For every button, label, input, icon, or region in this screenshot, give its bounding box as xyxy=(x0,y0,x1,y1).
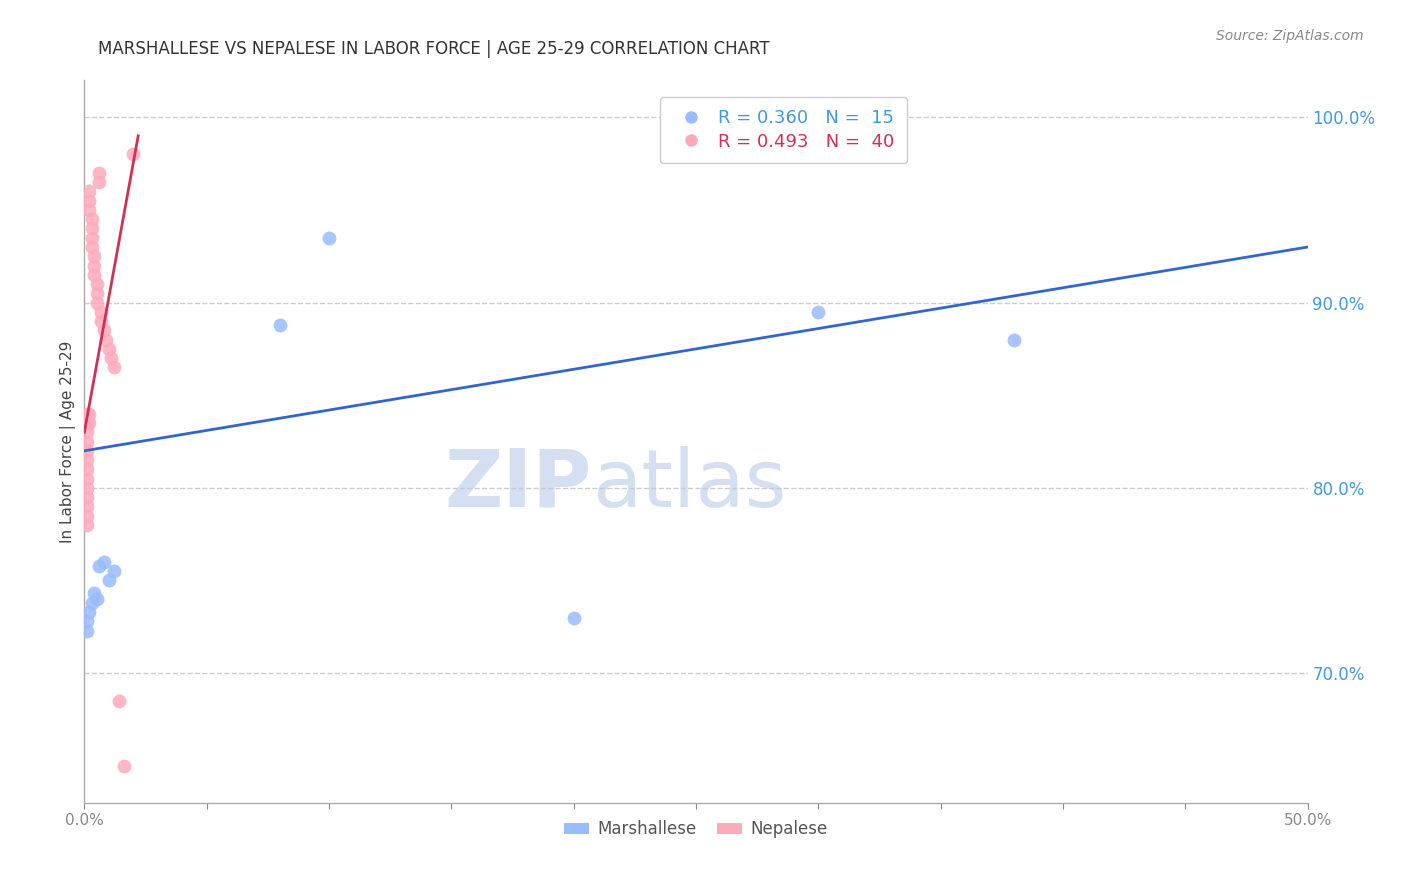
Point xyxy=(77,605,100,619)
Point xyxy=(76,443,98,458)
Point xyxy=(76,500,98,514)
Point xyxy=(76,425,98,440)
Point xyxy=(112,758,135,772)
Point xyxy=(122,147,145,161)
Point xyxy=(76,517,98,532)
Point xyxy=(83,268,105,282)
Point xyxy=(76,472,98,486)
Point xyxy=(80,596,103,610)
Point xyxy=(103,564,125,578)
Point xyxy=(77,202,100,217)
Point xyxy=(77,185,100,199)
Point xyxy=(77,407,100,421)
Point xyxy=(76,490,98,504)
Point xyxy=(76,614,98,628)
Point xyxy=(90,305,112,319)
Point xyxy=(86,592,108,607)
Point xyxy=(87,166,110,180)
Text: ZIP: ZIP xyxy=(444,446,592,524)
Point xyxy=(80,240,103,254)
Point xyxy=(76,416,98,430)
Legend: Marshallese, Nepalese: Marshallese, Nepalese xyxy=(558,814,834,845)
Point xyxy=(86,295,108,310)
Point xyxy=(97,342,120,356)
Point xyxy=(76,462,98,476)
Point xyxy=(103,360,125,375)
Point xyxy=(76,453,98,467)
Point xyxy=(97,574,120,588)
Text: atlas: atlas xyxy=(592,446,786,524)
Point xyxy=(80,212,103,227)
Point xyxy=(96,333,118,347)
Point xyxy=(83,586,105,600)
Point xyxy=(87,175,110,189)
Point xyxy=(76,481,98,495)
Point xyxy=(76,407,98,421)
Point xyxy=(80,221,103,235)
Point xyxy=(76,434,98,449)
Point xyxy=(807,305,830,319)
Point xyxy=(93,555,115,569)
Point xyxy=(107,694,129,708)
Point xyxy=(86,286,108,301)
Point xyxy=(83,249,105,263)
Y-axis label: In Labor Force | Age 25-29: In Labor Force | Age 25-29 xyxy=(60,341,76,542)
Point xyxy=(80,231,103,245)
Point xyxy=(93,323,115,337)
Point xyxy=(86,277,108,291)
Point xyxy=(77,416,100,430)
Point xyxy=(76,508,98,523)
Point xyxy=(87,558,110,573)
Point xyxy=(562,610,585,624)
Text: MARSHALLESE VS NEPALESE IN LABOR FORCE | AGE 25-29 CORRELATION CHART: MARSHALLESE VS NEPALESE IN LABOR FORCE |… xyxy=(98,40,770,58)
Point xyxy=(318,231,340,245)
Point xyxy=(1002,333,1025,347)
Point xyxy=(100,351,122,366)
Text: Source: ZipAtlas.com: Source: ZipAtlas.com xyxy=(1216,29,1364,43)
Point xyxy=(76,624,98,638)
Point xyxy=(77,194,100,208)
Point xyxy=(83,259,105,273)
Point xyxy=(90,314,112,328)
Point xyxy=(269,318,291,332)
